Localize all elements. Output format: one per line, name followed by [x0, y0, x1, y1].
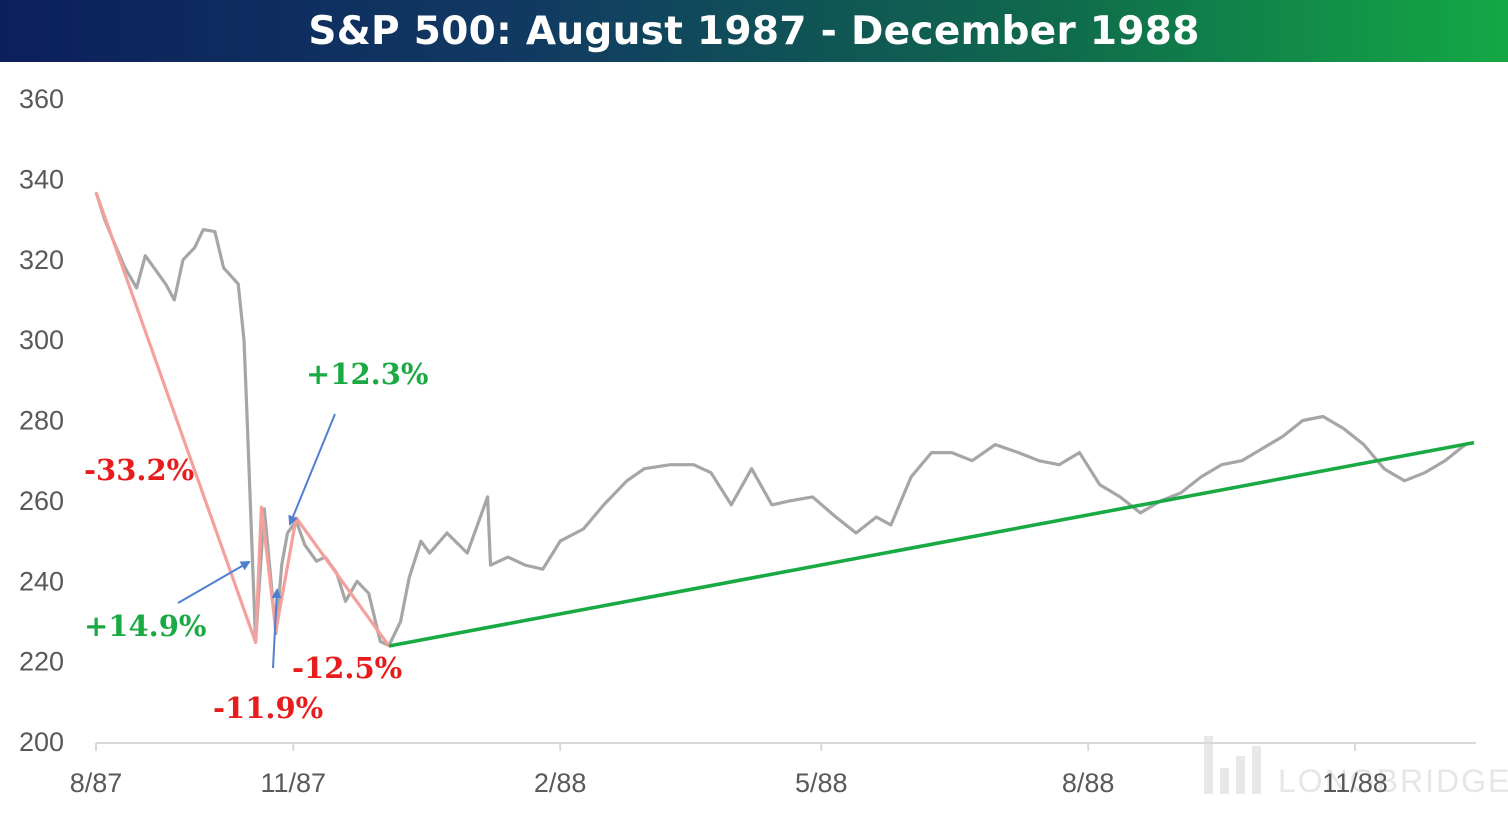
y-tick-label: 220: [19, 647, 64, 677]
annotation-decline-2: -11.9%: [213, 691, 323, 725]
watermark-text: LONGBRIDGE: [1278, 763, 1508, 799]
y-tick-label: 260: [19, 486, 64, 516]
y-axis-ticks: 200 220 240 260 280 300 320 340 360: [19, 84, 64, 757]
y-tick-label: 360: [19, 84, 64, 114]
chart-title: S&P 500: August 1987 - December 1988: [308, 8, 1200, 54]
x-tick-label: 2/88: [534, 768, 587, 798]
watermark: LONGBRIDGE: [1204, 736, 1508, 799]
x-tick-label: 8/88: [1062, 768, 1115, 798]
annotation-decline-1: -33.2%: [84, 453, 194, 487]
annotation-rally-1: +14.9%: [84, 609, 207, 643]
x-tick-label: 11/88: [1322, 768, 1388, 798]
annotation-arrows: [177, 413, 336, 669]
sp500-price-line: [94, 191, 1467, 648]
y-tick-label: 300: [19, 325, 64, 355]
y-tick-label: 320: [19, 245, 64, 275]
x-tick-label: 11/87: [260, 768, 326, 798]
arrow-up-rally-1: [177, 560, 251, 604]
sp500-line-chart: LONGBRIDGE 200 220 240 260 280 300 320 340 360 8…: [19, 84, 1508, 799]
percent-annotations: -33.2% +14.9% -11.9% +12.3% -12.5%: [84, 357, 429, 725]
annotation-rally-2: +12.3%: [306, 357, 429, 391]
chart-title-bar: S&P 500: August 1987 - December 1988: [0, 0, 1508, 62]
watermark-logo: [1204, 736, 1261, 794]
decline-swings-line: [94, 191, 391, 647]
y-tick-label: 200: [19, 727, 64, 757]
y-tick-label: 240: [19, 566, 64, 596]
arrow-up-decline-2: [271, 588, 282, 669]
annotation-decline-3: -12.5%: [292, 651, 402, 685]
x-tick-label: 8/87: [70, 768, 123, 798]
y-tick-label: 340: [19, 164, 64, 194]
recovery-trend-line: [388, 440, 1475, 648]
x-tick-label: 5/88: [795, 768, 848, 798]
y-tick-label: 280: [19, 406, 64, 436]
arrow-down-rally-2: [288, 413, 336, 526]
x-axis-ticks: 8/87 11/87 2/88 5/88 8/88 11/88: [70, 743, 1388, 798]
